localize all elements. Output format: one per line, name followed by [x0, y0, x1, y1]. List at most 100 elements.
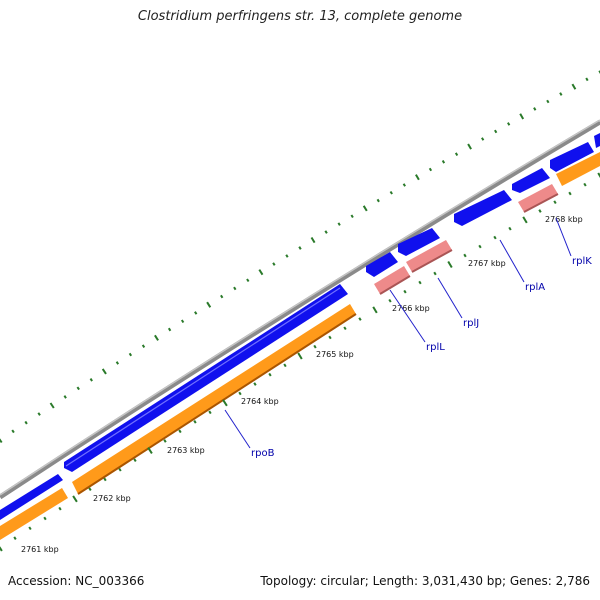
- kbp-tick-4: [58, 506, 62, 511]
- outer-tick-11: [141, 344, 146, 348]
- outer-tick-19: [246, 278, 250, 283]
- outer-tick-16: [206, 301, 212, 308]
- kbp-tick-40: [597, 172, 600, 178]
- outer-tick-40: [519, 113, 525, 120]
- gene-orange-part1: [0, 488, 68, 540]
- kbp-tick-22: [328, 335, 332, 340]
- kbp-tick-9: [133, 458, 137, 462]
- tick-label-2766: 2766 kbp: [392, 304, 430, 313]
- outer-tick-38: [494, 129, 498, 134]
- gene-pink-rplL: [374, 266, 410, 294]
- outer-tick-4: [49, 402, 55, 409]
- kbp-tick-39: [583, 182, 587, 187]
- cds-rplL: [366, 252, 398, 277]
- kbp-tick-30: [447, 260, 453, 269]
- kbp-tick-1: [13, 536, 17, 540]
- tick-label-2763: 2763 kbp: [167, 446, 205, 455]
- gene-leader-lines: [224, 217, 572, 449]
- kbp-tick-38: [568, 191, 572, 196]
- kbp-tick-12: [178, 429, 182, 434]
- outer-tick-36: [467, 143, 472, 150]
- outer-tick-26: [337, 222, 341, 226]
- tick-label-2768: 2768 kbp: [545, 215, 583, 224]
- outer-tick-29: [376, 198, 380, 203]
- kbp-tick-19: [283, 363, 287, 368]
- outer-tick-28: [362, 205, 368, 212]
- outer-tick-13: [167, 327, 172, 332]
- kbp-tick-37: [553, 200, 557, 205]
- genome-backbone: [0, 119, 600, 500]
- tick-label-2765: 2765 kbp: [316, 350, 354, 359]
- cds-rpoB-part2: [64, 284, 348, 472]
- outer-tick-6: [76, 386, 80, 391]
- backbone-highlight: [0, 119, 600, 496]
- outer-tick-37: [481, 137, 485, 141]
- genome-summary-text: Topology: circular; Length: 3,031,430 bp…: [260, 574, 590, 588]
- kbp-tick-3: [43, 516, 47, 521]
- outer-tick-18: [233, 286, 237, 291]
- leader-rplA: [499, 239, 525, 283]
- gene-track: [0, 152, 600, 540]
- kbp-tick-0: [0, 546, 3, 552]
- outer-tick-20: [258, 269, 264, 276]
- outer-tick-24: [310, 236, 316, 244]
- outer-tick-33: [428, 167, 433, 172]
- leader-rplL: [389, 289, 426, 343]
- kbp-tick-17: [253, 382, 257, 386]
- outer-dotted-ruler: [0, 70, 600, 444]
- outer-tick-17: [220, 294, 224, 299]
- gene-orange-part3: [556, 152, 600, 186]
- map-title: Clostridium perfringens str. 13, complet…: [137, 9, 463, 24]
- gene-pink-rplJ: [406, 240, 452, 272]
- kbp-tick-23: [343, 326, 347, 331]
- outer-tick-12: [154, 334, 159, 341]
- outer-tick-30: [389, 190, 393, 195]
- outer-tick-27: [350, 214, 354, 219]
- outer-tick-41: [533, 107, 537, 111]
- kbp-tick-10: [147, 447, 153, 454]
- outer-tick-21: [272, 262, 276, 266]
- outer-tick-7: [89, 378, 93, 382]
- outer-tick-35: [454, 152, 459, 156]
- gene-orange-shadow: [77, 313, 357, 495]
- outer-tick-34: [441, 160, 446, 164]
- kbp-tick-2: [28, 526, 32, 531]
- outer-tick-10: [128, 352, 133, 357]
- gene-label-rplK: rplK: [572, 256, 592, 267]
- outer-tick-14: [180, 319, 185, 324]
- kbp-tick-35: [522, 216, 528, 224]
- outer-tick-3: [37, 412, 41, 416]
- outer-tick-25: [324, 230, 328, 234]
- kbp-tick-labels: 2761 kbp 2762 kbp 2763 kbp 2764 kbp 2765…: [21, 215, 583, 554]
- tick-label-2761: 2761 kbp: [21, 545, 59, 554]
- accession-text: Accession: NC_003366: [8, 574, 145, 588]
- gene-label-rplL: rplL: [426, 342, 445, 353]
- gene-label-rpoB: rpoB: [251, 448, 275, 459]
- outer-tick-15: [194, 311, 198, 315]
- tick-label-2762: 2762 kbp: [93, 494, 131, 503]
- outer-tick-2: [24, 420, 28, 425]
- outer-tick-39: [507, 122, 511, 126]
- leader-rplJ: [437, 277, 463, 319]
- kbp-tick-24: [358, 317, 362, 321]
- outer-tick-23: [298, 246, 302, 250]
- tick-label-2767: 2767 kbp: [468, 259, 506, 268]
- outer-tick-5: [63, 395, 67, 399]
- cds-rplJ: [398, 228, 440, 256]
- cds-track-shine: [65, 287, 341, 467]
- outer-tick-1: [11, 429, 15, 434]
- outer-tick-45: [585, 77, 589, 82]
- kbp-tick-32: [478, 244, 482, 249]
- kbp-tick-34: [508, 226, 512, 231]
- leader-rplK: [555, 217, 572, 257]
- kbp-tick-33: [493, 235, 497, 240]
- kbp-tick-26: [388, 298, 392, 303]
- outer-tick-42: [546, 99, 550, 104]
- kbp-tick-29: [433, 271, 437, 276]
- kbp-tick-21: [313, 344, 317, 349]
- kbp-tick-27: [403, 289, 407, 294]
- kbp-tick-5: [72, 495, 78, 503]
- gene-pink-rplA: [518, 184, 558, 212]
- gene-pink-shadow: [379, 193, 559, 295]
